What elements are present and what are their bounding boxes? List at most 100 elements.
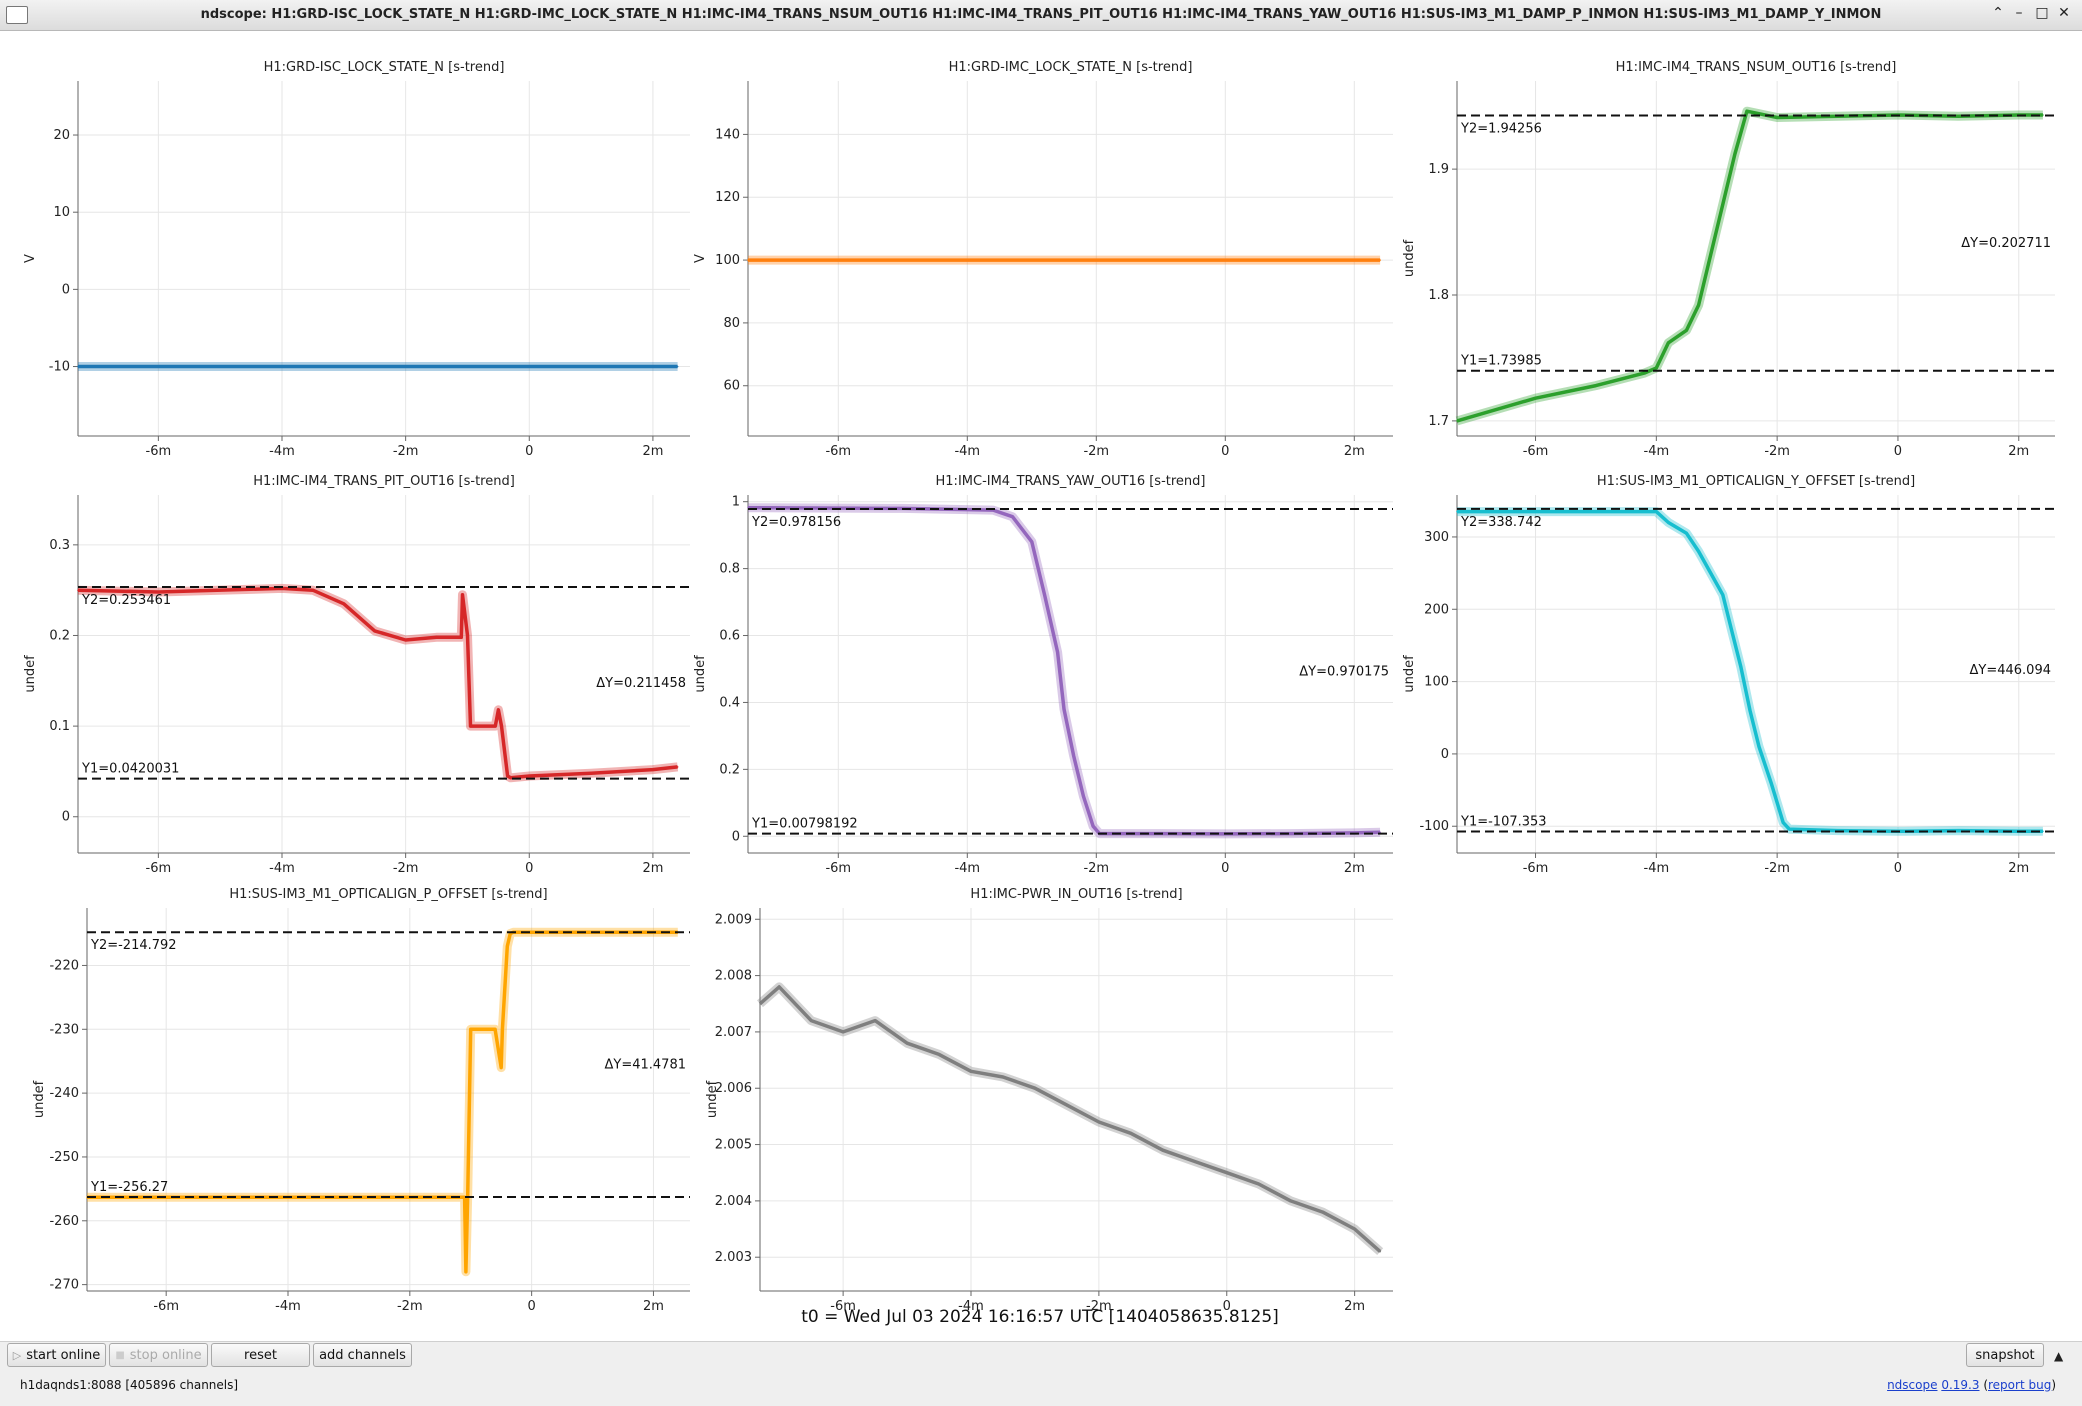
title-bar: ndscope: H1:GRD-ISC_LOCK_STATE_N H1:GRD-… xyxy=(0,0,2082,31)
data-point xyxy=(509,776,512,779)
x-tick-label: 0 xyxy=(525,861,533,876)
data-point xyxy=(1655,510,1658,513)
data-point xyxy=(1072,755,1075,757)
y-tick-label: 2.008 xyxy=(715,969,752,984)
cursor-dy-label: ΔY=446.094 xyxy=(1970,663,2052,678)
y-tick-label: 0.4 xyxy=(719,695,740,710)
y-tick-label: 10 xyxy=(53,205,70,220)
window-title: ndscope: H1:GRD-ISC_LOCK_STATE_N H1:GRD-… xyxy=(200,7,1882,22)
data-point xyxy=(1056,651,1059,654)
cursor-y2-label: Y2=-214.792 xyxy=(90,938,177,953)
y-tick-label: -220 xyxy=(49,958,79,973)
maximize-icon[interactable]: □ xyxy=(2035,5,2049,21)
ndscope-link[interactable]: ndscope xyxy=(1887,1378,1938,1392)
plot-4[interactable]: H1:IMC-IM4_TRANS_PIT_OUT16 [s-trend] -6m -… xyxy=(23,474,690,876)
minimize-icon[interactable]: – xyxy=(2015,5,2023,21)
stop-online-button[interactable]: ■ stop online xyxy=(109,1343,208,1367)
series-envelope xyxy=(1457,507,2043,836)
data-point xyxy=(2042,830,2044,833)
data-point xyxy=(1595,384,1597,387)
plot-area: t0 = Wed Jul 03 2024 16:16:57 UTC [14040… xyxy=(0,31,2082,1341)
data-point xyxy=(472,1028,475,1031)
y-axis-label: undef xyxy=(705,1080,720,1118)
data-point xyxy=(500,1066,502,1069)
x-tick-label: 0 xyxy=(525,444,533,459)
window-icon[interactable] xyxy=(6,6,28,24)
plot-7[interactable]: H1:SUS-IM3_M1_OPTICALIGN_P_OFFSET [s-tre… xyxy=(32,887,690,1314)
cursor-dy-label: ΔY=0.202711 xyxy=(1961,236,2051,251)
x-tick-label: -2m xyxy=(1083,444,1109,459)
x-tick-label: 0 xyxy=(1894,444,1902,459)
y-tick-label: 140 xyxy=(715,127,740,142)
data-point xyxy=(1721,594,1724,596)
y-tick-label: -240 xyxy=(49,1086,79,1101)
x-tick-label: 2m xyxy=(643,1299,664,1314)
data-point xyxy=(1456,420,1458,422)
y-axis-label: V xyxy=(693,254,708,263)
data-point xyxy=(528,775,531,777)
y-tick-label: 100 xyxy=(1424,675,1449,690)
data-point xyxy=(906,1042,908,1044)
y-tick-label: -260 xyxy=(49,1214,79,1229)
add-channels-button[interactable]: add channels xyxy=(313,1343,412,1367)
data-point xyxy=(343,602,345,605)
report-bug-link[interactable]: report bug xyxy=(1988,1378,2052,1392)
reset-button[interactable]: reset xyxy=(211,1343,310,1367)
cursor-y1-label: Y1=0.0420031 xyxy=(81,762,179,777)
version-link[interactable]: 0.19.3 xyxy=(1941,1378,1980,1392)
plot-1[interactable]: H1:GRD-ISC_LOCK_STATE_N [s-trend] -6m -4m -… xyxy=(23,60,690,459)
plot-title: H1:SUS-IM3_M1_OPTICALIGN_P_OFFSET [s-tre… xyxy=(229,887,547,902)
data-point xyxy=(312,589,314,591)
keep-above-icon[interactable]: ⌃ xyxy=(1992,5,2004,21)
data-point xyxy=(501,1028,504,1031)
data-point xyxy=(1193,1160,1196,1163)
plot-title: H1:IMC-PWR_IN_OUT16 [s-trend] xyxy=(970,887,1182,902)
data-point xyxy=(676,365,679,368)
close-icon[interactable]: ✕ xyxy=(2058,5,2070,21)
data-point xyxy=(1746,110,1748,113)
data-point xyxy=(1289,832,1291,835)
x-tick-label: -2m xyxy=(1086,1299,1112,1314)
data-point xyxy=(466,634,469,637)
data-point xyxy=(1697,550,1700,553)
data-point xyxy=(1034,1087,1036,1090)
cursor-y1-label: Y1=0.00798192 xyxy=(751,817,858,832)
cursor-dy-label: ΔY=41.4781 xyxy=(605,1058,687,1073)
y-tick-label: 100 xyxy=(715,253,740,268)
y-tick-label: -230 xyxy=(49,1022,79,1037)
x-tick-label: -2m xyxy=(397,1299,423,1314)
data-point xyxy=(1595,510,1597,513)
data-point xyxy=(500,725,503,727)
plots-canvas[interactable]: t0 = Wed Jul 03 2024 16:16:57 UTC [14040… xyxy=(0,31,2082,1341)
data-point xyxy=(494,725,497,727)
version-links: ndscope 0.19.3 (report bug) xyxy=(1887,1378,2056,1392)
snapshot-button[interactable]: snapshot xyxy=(1966,1343,2044,1367)
data-point xyxy=(1082,795,1085,797)
status-text: h1daqnds1:8088 [405896 channels] xyxy=(20,1378,239,1392)
data-point xyxy=(938,1053,940,1056)
plot-5[interactable]: H1:IMC-IM4_TRANS_YAW_OUT16 [s-trend] -6m -… xyxy=(693,474,1393,876)
x-tick-label: -6m xyxy=(146,444,172,459)
x-tick-label: 2m xyxy=(1344,444,1365,459)
series-line xyxy=(1456,109,2043,423)
plot-3[interactable]: H1:IMC-IM4_TRANS_NSUM_OUT16 [s-trend] -6m… xyxy=(1402,60,2055,459)
data-point xyxy=(1092,825,1094,828)
y-tick-label: 2.006 xyxy=(715,1081,752,1096)
play-icon: ▷ xyxy=(12,1348,22,1362)
cursor-y2-label: Y2=338.742 xyxy=(1460,515,1542,530)
collapse-toolbar-icon[interactable]: ▲ xyxy=(2054,1349,2064,1363)
data-point xyxy=(506,945,509,948)
plot-2[interactable]: H1:GRD-IMC_LOCK_STATE_N [s-trend] -6m -4m -… xyxy=(693,60,1393,459)
y-tick-label: -270 xyxy=(49,1278,79,1293)
data-point xyxy=(469,725,472,727)
add-channels-label: add channels xyxy=(319,1347,406,1363)
data-point xyxy=(1685,532,1688,535)
x-tick-label: -6m xyxy=(825,861,851,876)
data-point xyxy=(1643,372,1646,374)
plot-6[interactable]: H1:SUS-IM3_M1_OPTICALIGN_Y_OFFSET [s-tre… xyxy=(1402,474,2055,876)
data-point xyxy=(759,1002,761,1005)
plot-8[interactable]: H1:IMC-PWR_IN_OUT16 [s-trend] -6m -4m -2m 0 2… xyxy=(705,887,1393,1314)
data-point xyxy=(1709,572,1712,574)
data-point xyxy=(1379,1250,1382,1253)
start-online-button[interactable]: ▷ start online xyxy=(7,1343,106,1367)
